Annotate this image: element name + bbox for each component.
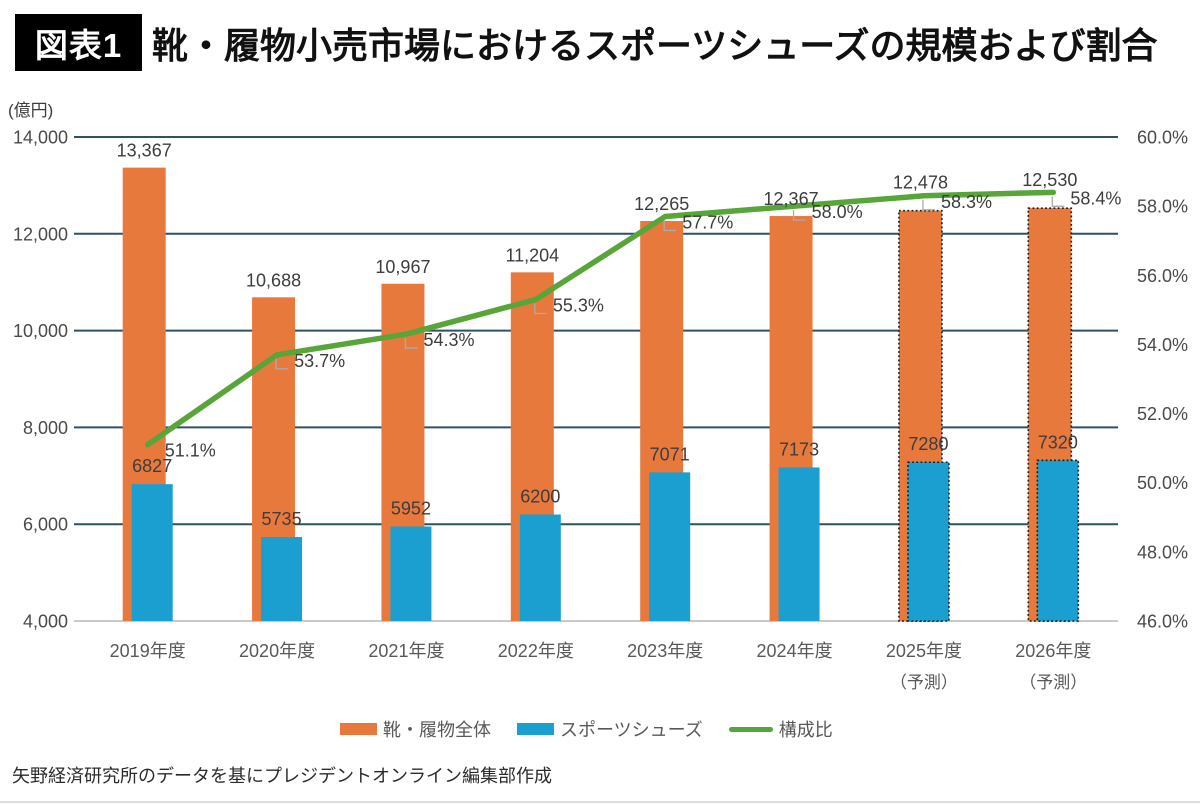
label-sports-3: 6200	[520, 487, 560, 507]
figure-tag: 図表1	[15, 14, 142, 71]
label-ratio-0: 51.1%	[165, 441, 216, 461]
bar-sports-7	[1036, 459, 1080, 622]
label-sports-4: 7071	[650, 444, 690, 464]
legend-item-ratio: 構成比	[728, 716, 833, 742]
ratio-leader-2	[404, 338, 418, 349]
page-title: 靴・履物小売市場におけるスポーツシューズの規模および割合	[152, 24, 1158, 66]
bar-sports-2	[390, 526, 432, 621]
label-ratio-5: 58.0%	[812, 202, 863, 222]
legend-item-total: 靴・履物全体	[340, 716, 491, 742]
x-label-2: 2021年度	[368, 641, 444, 661]
x-label-5: 2024年度	[757, 641, 833, 661]
bar-sports-1	[261, 537, 303, 621]
bar-sports-5	[778, 467, 820, 621]
x-label-4: 2023年度	[627, 641, 703, 661]
chart-legend: 靴・履物全体 スポーツシューズ 構成比	[340, 716, 833, 742]
right-axis-tick: 48.0%	[1137, 542, 1188, 562]
left-axis-tick: 10,000	[13, 321, 68, 341]
right-axis-tick: 58.0%	[1137, 197, 1188, 217]
label-ratio-7: 58.4%	[1070, 188, 1121, 208]
ratio-leader-3	[534, 303, 547, 315]
left-axis-tick: 12,000	[13, 224, 68, 244]
label-sports-7: 7320	[1038, 432, 1078, 452]
legend-swatch-sports	[517, 723, 554, 735]
source-credit: 矢野経済研究所のデータを基にプレジデントオンライン編集部作成	[12, 766, 552, 786]
label-total-1: 10,688	[246, 270, 301, 290]
ratio-leader-1	[275, 358, 289, 370]
left-axis-tick: 6,000	[23, 515, 68, 535]
ratio-leader-5	[792, 210, 806, 221]
label-total-6: 12,478	[893, 173, 948, 193]
bottom-divider	[0, 801, 1200, 803]
x-label-1: 2020年度	[239, 641, 315, 661]
label-ratio-1: 53.7%	[294, 351, 345, 371]
legend-swatch-total	[340, 723, 377, 735]
label-sports-1: 5735	[262, 509, 302, 529]
label-sports-6: 7280	[908, 434, 948, 454]
label-total-0: 13,367	[117, 141, 172, 161]
label-total-5: 12,367	[764, 189, 819, 209]
label-ratio-4: 57.7%	[682, 213, 733, 233]
label-ratio-2: 54.3%	[423, 330, 474, 350]
ratio-leader-6	[922, 199, 935, 211]
ratio-line	[144, 189, 1057, 448]
bar-sports-3	[519, 514, 561, 621]
legend-item-sports: スポーツシューズ	[517, 716, 703, 742]
x-label-0: 2019年度	[110, 641, 186, 661]
x-label-6: 2025年度	[886, 641, 962, 661]
label-total-4: 12,265	[634, 194, 689, 214]
legend-label-sports: スポーツシューズ	[560, 720, 703, 740]
left-axis-tick: 4,000	[23, 612, 68, 632]
right-axis-tick: 60.0%	[1137, 128, 1188, 148]
label-total-2: 10,967	[375, 257, 430, 277]
x-label-7: 2026年度	[1015, 641, 1091, 661]
bar-sports-6	[907, 461, 950, 622]
label-sports-5: 7173	[779, 439, 819, 459]
x-sublabel-7: （予測）	[1019, 673, 1087, 692]
ratio-leader-4	[663, 220, 677, 232]
label-total-7: 12,530	[1022, 170, 1077, 190]
right-axis-tick: 50.0%	[1137, 473, 1188, 493]
legend-label-total: 靴・履物全体	[383, 720, 491, 740]
left-axis-tick: 8,000	[23, 418, 68, 438]
label-sports-2: 5952	[391, 499, 431, 519]
right-axis-tick: 46.0%	[1137, 612, 1188, 632]
bar-sports-0	[131, 484, 173, 621]
legend-line-swatch-ratio	[728, 726, 773, 732]
ratio-leader-7	[1051, 196, 1065, 207]
right-axis-tick: 52.0%	[1137, 404, 1188, 424]
chart-header: 図表1 靴・履物小売市場におけるスポーツシューズの規模および割合	[15, 14, 1157, 71]
left-axis-unit-label: (億円)	[8, 101, 54, 120]
left-axis-tick: 14,000	[13, 128, 68, 148]
x-sublabel-6: （予測）	[890, 673, 958, 692]
bar-sports-4	[649, 472, 691, 621]
legend-label-ratio: 構成比	[778, 720, 833, 740]
right-axis-tick: 56.0%	[1137, 266, 1188, 286]
label-total-3: 11,204	[505, 245, 559, 265]
label-sports-0: 6827	[132, 456, 172, 476]
label-ratio-3: 55.3%	[553, 295, 604, 315]
x-label-3: 2022年度	[498, 641, 574, 661]
label-ratio-6: 58.3%	[941, 192, 992, 212]
right-axis-tick: 54.0%	[1137, 335, 1188, 355]
